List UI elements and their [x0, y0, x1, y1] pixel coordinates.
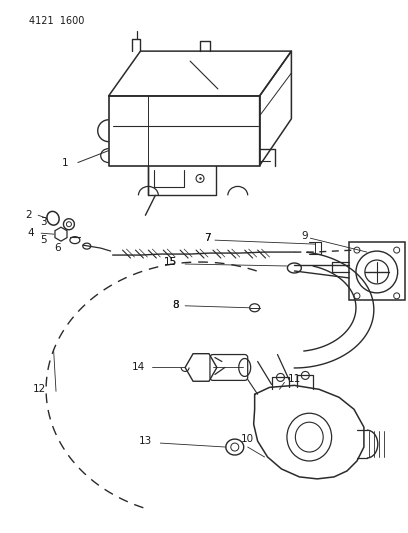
Text: 9: 9	[301, 231, 308, 241]
Text: 4121  1600: 4121 1600	[29, 17, 84, 26]
Text: 13: 13	[139, 436, 152, 446]
Text: 4: 4	[28, 228, 35, 238]
Bar	[349, 242, 405, 300]
Text: 11: 11	[288, 374, 301, 384]
Text: 3: 3	[40, 217, 47, 227]
Text: 7: 7	[204, 233, 210, 243]
Text: 12: 12	[33, 384, 46, 394]
Text: 10: 10	[241, 434, 254, 444]
Text: 7: 7	[204, 233, 210, 243]
Text: 2: 2	[25, 210, 31, 220]
Text: 5: 5	[40, 235, 47, 245]
Text: 15: 15	[164, 257, 177, 267]
Text: 14: 14	[132, 362, 145, 373]
Text: 1: 1	[62, 158, 68, 167]
Text: 8: 8	[172, 300, 179, 310]
Text: 6: 6	[55, 243, 61, 253]
Text: 8: 8	[172, 300, 179, 310]
Text: 15: 15	[164, 257, 177, 267]
